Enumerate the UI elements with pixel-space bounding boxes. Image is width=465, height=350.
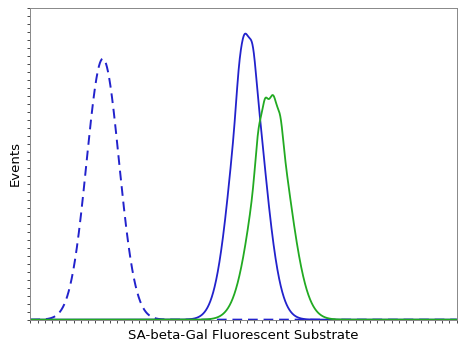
X-axis label: SA-beta-Gal Fluorescent Substrate: SA-beta-Gal Fluorescent Substrate (128, 329, 359, 342)
Y-axis label: Events: Events (8, 141, 21, 187)
